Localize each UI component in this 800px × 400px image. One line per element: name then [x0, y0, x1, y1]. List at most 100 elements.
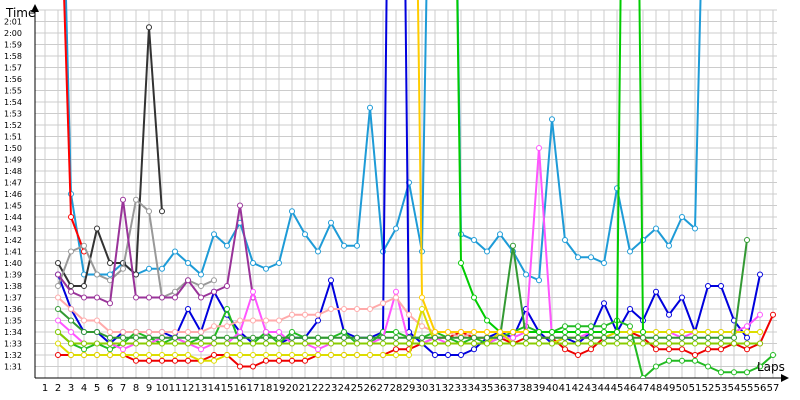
data-point	[627, 340, 633, 347]
data-point	[146, 208, 152, 215]
data-point	[640, 340, 646, 347]
data-point	[263, 334, 269, 341]
data-point	[705, 340, 711, 347]
data-point	[289, 357, 295, 364]
data-point	[211, 288, 217, 295]
data-point	[250, 317, 256, 324]
data-point	[419, 323, 425, 330]
x-tick-label: 29	[403, 383, 416, 394]
data-point	[172, 329, 178, 335]
y-tick-label: 1:34	[4, 328, 22, 337]
data-point	[419, 294, 425, 301]
data-point	[523, 271, 529, 278]
data-point	[146, 329, 152, 335]
data-point	[601, 260, 607, 266]
data-point	[640, 375, 646, 378]
x-tick-label: 20	[286, 383, 299, 394]
data-point	[471, 329, 477, 335]
data-point	[432, 329, 438, 335]
data-point	[744, 340, 750, 347]
data-point	[432, 340, 438, 347]
x-tick-label: 16	[234, 383, 247, 394]
series-line	[65, 0, 702, 282]
data-point	[445, 340, 451, 347]
x-tick-label: 39	[533, 383, 546, 394]
data-point	[237, 334, 243, 341]
data-point	[406, 334, 412, 341]
data-point	[484, 334, 490, 341]
data-point	[653, 363, 659, 370]
data-point	[198, 329, 204, 335]
y-tick-label: 1:49	[4, 156, 22, 165]
y-tick-label: 1:50	[4, 144, 22, 153]
data-point	[380, 352, 386, 358]
data-point	[601, 323, 607, 330]
data-point	[55, 260, 61, 266]
plot-area	[55, 0, 776, 378]
data-point	[250, 340, 256, 347]
data-point	[81, 283, 87, 289]
series-line	[57, 198, 254, 305]
data-point	[744, 237, 750, 243]
data-point	[68, 288, 74, 295]
y-tick-label: 1:33	[4, 340, 22, 349]
x-tick-label: 24	[338, 383, 351, 394]
data-point	[679, 294, 685, 301]
data-point	[692, 340, 698, 347]
data-point	[354, 334, 360, 341]
y-tick-label: 1:32	[4, 351, 22, 360]
data-point	[224, 334, 230, 341]
data-point	[81, 294, 87, 301]
y-tick-label: 1:42	[4, 236, 22, 245]
data-point	[744, 329, 750, 335]
data-point	[172, 294, 178, 301]
data-point	[146, 340, 152, 347]
data-point	[159, 352, 165, 358]
y-tick-label: 1:44	[4, 213, 22, 222]
data-point	[263, 317, 269, 324]
data-point	[172, 340, 178, 347]
data-point	[198, 271, 204, 278]
y-tick-label: 1:41	[4, 248, 22, 257]
data-point	[315, 311, 321, 318]
data-point	[146, 294, 152, 301]
data-point	[679, 334, 685, 341]
data-point	[406, 352, 412, 358]
data-point	[627, 334, 633, 341]
data-point	[393, 340, 399, 347]
data-point	[666, 242, 672, 249]
data-point	[263, 329, 269, 335]
x-tick-label: 43	[585, 383, 598, 394]
data-point	[302, 352, 308, 358]
data-point	[445, 329, 451, 335]
data-point	[497, 329, 503, 335]
data-point	[562, 334, 568, 341]
x-tick-label: 55	[741, 383, 754, 394]
data-point	[276, 357, 282, 364]
data-point	[276, 317, 282, 324]
data-point	[471, 340, 477, 347]
data-point	[146, 352, 152, 358]
x-tick-label: 38	[520, 383, 533, 394]
data-point	[263, 340, 269, 347]
data-point	[133, 329, 139, 335]
data-point	[393, 352, 399, 358]
data-point	[94, 225, 100, 232]
data-point	[211, 334, 217, 341]
x-tick-label: 25	[351, 383, 364, 394]
data-point	[692, 225, 698, 232]
x-tick-label: 33	[455, 383, 468, 394]
x-tick-label: 27	[377, 383, 390, 394]
data-point	[237, 363, 243, 370]
data-point	[276, 329, 282, 335]
data-point	[601, 329, 607, 335]
data-point	[55, 306, 61, 312]
data-point	[341, 329, 347, 335]
data-point	[471, 346, 477, 353]
data-point	[120, 196, 126, 203]
data-point	[549, 329, 555, 335]
y-tick-label: 1:55	[4, 87, 22, 96]
series-4	[63, 0, 87, 255]
data-point	[536, 334, 542, 341]
data-point	[276, 260, 282, 266]
